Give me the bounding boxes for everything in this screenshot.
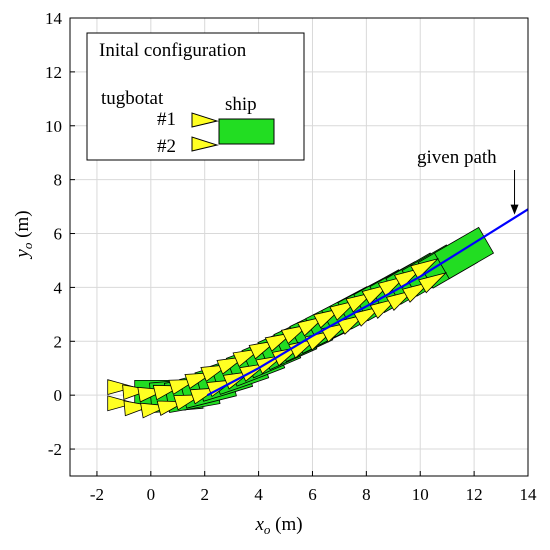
y-axis-var: y xyxy=(12,249,33,260)
x-axis-label: xo (m) xyxy=(254,514,302,537)
legend-tug1-marker xyxy=(191,112,219,128)
legend-tug2-marker xyxy=(191,136,219,152)
legend: Inital configuration tugbotat ship #1 #2 xyxy=(86,32,305,161)
y-tick-label: -2 xyxy=(48,440,62,459)
x-axis-var: x xyxy=(254,514,264,535)
tug1-marker xyxy=(122,384,152,401)
legend-tug2-label: #2 xyxy=(157,136,176,157)
x-tick-label: 2 xyxy=(200,485,209,504)
tug1-marker xyxy=(410,258,440,280)
legend-tug1-label: #1 xyxy=(157,109,176,130)
given-path-layer xyxy=(206,208,529,397)
tug2-marker xyxy=(418,272,448,294)
given-path-line xyxy=(206,208,529,397)
ship-trajectory xyxy=(107,226,495,419)
tug2-marker xyxy=(107,395,137,412)
given-path-annotation: given path xyxy=(417,147,519,215)
given-path-label: given path xyxy=(417,147,497,168)
y-axis-label: yo (m) xyxy=(12,210,35,259)
svg-text:xo (m): xo (m) xyxy=(254,514,302,537)
tug2-marker xyxy=(123,400,153,417)
x-tick-label: 14 xyxy=(520,485,538,504)
y-tick-label: 8 xyxy=(54,171,63,190)
x-tick-label: 0 xyxy=(147,485,156,504)
x-tick-label: 6 xyxy=(308,485,317,504)
y-tick-label: 10 xyxy=(45,117,62,136)
y-axis-unit: (m) xyxy=(12,210,33,242)
x-tick-label: 12 xyxy=(466,485,483,504)
y-axis-sub: o xyxy=(20,242,35,249)
tug1-marker xyxy=(107,379,137,396)
x-tick-label: 10 xyxy=(412,485,429,504)
y-tick-label: 2 xyxy=(54,332,63,351)
plot-frame xyxy=(69,17,529,477)
y-tick-label: 4 xyxy=(54,278,63,297)
y-tick-label: 12 xyxy=(45,63,62,82)
x-tick-label: 4 xyxy=(254,485,263,504)
x-axis-unit: (m) xyxy=(270,514,302,535)
y-tick-label: 14 xyxy=(45,9,63,28)
tick-labels: -2 0 2 4 6 8 10 12 14 -2 0 2 4 6 8 10 12 14 xyxy=(45,9,537,504)
svg-text:yo (m): yo (m) xyxy=(12,210,35,259)
x-tick-label: 8 xyxy=(362,485,371,504)
y-tick-label: 6 xyxy=(54,225,63,244)
given-path-arrowhead xyxy=(510,204,519,215)
legend-ship-label: ship xyxy=(225,94,257,115)
y-tick-label: 0 xyxy=(54,386,63,405)
legend-title: Inital configuration xyxy=(99,40,247,61)
x-tick-label: -2 xyxy=(90,485,104,504)
legend-ship-marker xyxy=(218,118,275,145)
x-axis-sub: o xyxy=(264,522,271,537)
legend-tug-label: tugbotat xyxy=(101,88,164,109)
